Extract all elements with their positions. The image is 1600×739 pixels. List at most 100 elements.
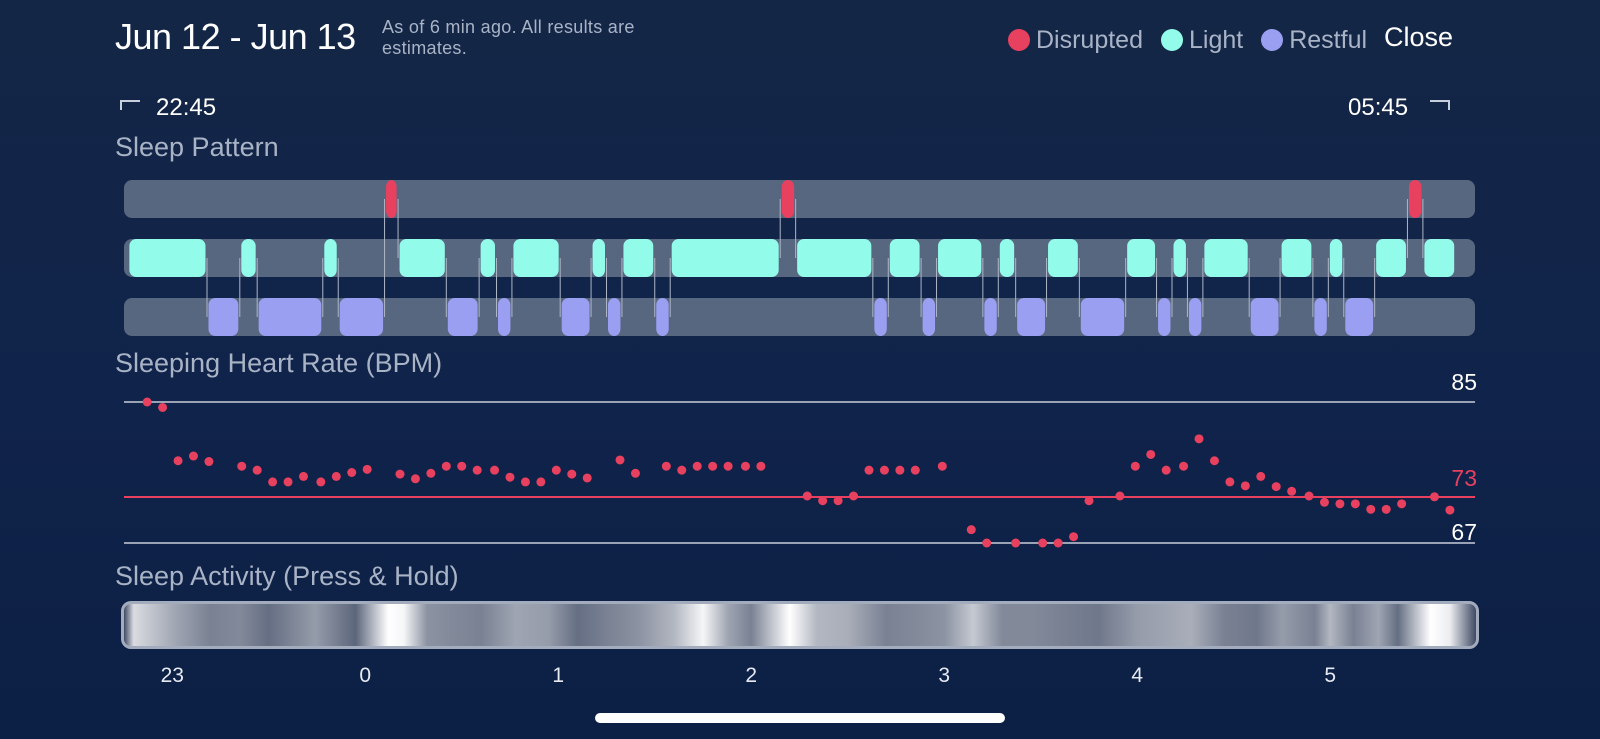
- hr-point: [1084, 496, 1094, 506]
- hr-point: [283, 477, 293, 487]
- axis-tick-label: 1: [552, 664, 565, 687]
- hr-point: [1319, 497, 1329, 507]
- hr-point: [316, 477, 326, 487]
- restful-segment: [258, 298, 322, 336]
- hr-point: [661, 461, 671, 471]
- hr-point: [490, 465, 500, 475]
- sleep-activity-bar[interactable]: [121, 601, 1479, 649]
- hr-point: [204, 457, 214, 467]
- hr-point: [1194, 434, 1204, 444]
- hr-point: [833, 496, 843, 506]
- light-segment: [399, 239, 445, 277]
- axis-tick-label: 5: [1324, 664, 1337, 687]
- legend-light-label: Light: [1189, 25, 1244, 54]
- light-dot-icon: [1161, 29, 1183, 51]
- sleep-activity-title: Sleep Activity (Press & Hold): [115, 561, 459, 591]
- hr-point: [937, 461, 947, 471]
- hr-point: [331, 471, 341, 481]
- hr-point: [895, 465, 905, 475]
- hr-point: [1038, 538, 1048, 548]
- range-start-bracket-icon: [120, 100, 140, 110]
- light-segment: [889, 239, 920, 277]
- light-segment: [1048, 239, 1078, 277]
- light-segment: [129, 239, 206, 277]
- hr-point: [142, 397, 152, 407]
- hr-point: [849, 491, 859, 501]
- disrupted-segment: [1408, 180, 1422, 218]
- light-segment: [797, 239, 872, 277]
- sleep-pattern-chart[interactable]: [124, 180, 1475, 336]
- hr-point: [347, 468, 357, 477]
- hr-max-label: 85: [1451, 369, 1477, 395]
- restful-segment: [1314, 298, 1327, 336]
- restful-segment: [497, 298, 511, 336]
- restful-dot-icon: [1261, 29, 1284, 51]
- sleep-pattern-title: Sleep Pattern: [115, 132, 279, 162]
- hr-point: [1225, 477, 1235, 487]
- heart-rate-title: Sleeping Heart Rate (BPM): [115, 348, 443, 378]
- hr-point: [505, 472, 515, 482]
- hr-point: [426, 468, 436, 478]
- hr-point: [1053, 538, 1063, 548]
- light-segment: [1204, 239, 1248, 277]
- legend-disrupted-label: Disrupted: [1036, 25, 1143, 54]
- restful-segment: [1345, 298, 1374, 336]
- hr-point: [1366, 504, 1376, 514]
- hr-point: [864, 465, 874, 475]
- heart-rate-chart[interactable]: 85 73 67: [124, 369, 1477, 548]
- hr-point: [1146, 449, 1156, 459]
- light-segment: [1281, 239, 1312, 277]
- hr-point: [472, 465, 482, 475]
- hr-point: [1240, 481, 1250, 491]
- hr-point: [1271, 482, 1281, 492]
- hr-point: [567, 469, 577, 479]
- hr-point: [1397, 499, 1407, 509]
- close-button[interactable]: Close: [1384, 22, 1454, 52]
- restful-segment: [1080, 298, 1125, 336]
- light-segment: [1127, 239, 1156, 277]
- hr-min-label: 67: [1451, 519, 1477, 545]
- restful-segment: [1250, 298, 1279, 336]
- legend-light: Light: [1161, 26, 1243, 55]
- hr-point: [1161, 465, 1171, 475]
- hr-point: [1287, 486, 1297, 496]
- light-segment: [480, 239, 495, 277]
- light-segment: [1173, 239, 1186, 277]
- hr-point: [677, 465, 687, 475]
- range-start-time: 22:45: [156, 94, 217, 121]
- hr-avg-label: 73: [1451, 465, 1477, 491]
- hr-point: [615, 455, 625, 465]
- hr-point: [1115, 491, 1125, 501]
- hr-point: [802, 491, 812, 501]
- restful-segment: [447, 298, 478, 336]
- hr-point: [740, 461, 750, 471]
- hr-point: [982, 538, 992, 548]
- hr-point: [268, 477, 278, 487]
- restful-segment: [1158, 298, 1171, 336]
- hr-point: [1304, 491, 1314, 501]
- home-indicator[interactable]: [595, 713, 1005, 723]
- hr-point: [298, 471, 308, 481]
- hr-point: [173, 456, 183, 466]
- hr-point: [1256, 471, 1266, 481]
- hr-point: [1179, 461, 1189, 471]
- axis-tick-label: 3: [938, 664, 951, 687]
- disrupted-segment: [386, 180, 397, 218]
- hr-point: [441, 461, 451, 471]
- hr-point: [692, 461, 702, 471]
- restful-segment: [874, 298, 887, 336]
- axis-tick-label: 2: [745, 664, 758, 687]
- hr-point: [582, 473, 592, 483]
- light-segment: [324, 239, 337, 277]
- light-segment: [592, 239, 605, 277]
- hr-point: [520, 477, 530, 487]
- restful-segment: [922, 298, 936, 336]
- restful-segment: [608, 298, 621, 336]
- restful-segment: [1188, 298, 1202, 336]
- hr-point: [1130, 461, 1140, 471]
- legend-restful-label: Restful: [1289, 25, 1368, 54]
- light-segment: [1424, 239, 1455, 277]
- hr-point: [410, 474, 420, 484]
- light-segment: [938, 239, 982, 277]
